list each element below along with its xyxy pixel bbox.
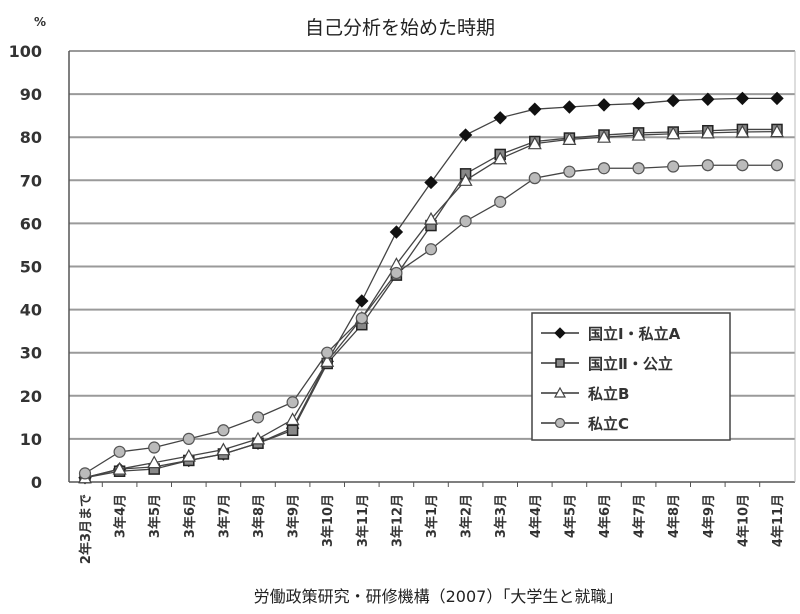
x-tick-label: 4年9月 [701, 494, 717, 538]
y-tick-label: 100 [9, 42, 42, 61]
chart-title: 自己分析を始めた時期 [305, 17, 495, 39]
x-tick-label: 3年12月 [389, 494, 405, 547]
y-tick-label: 10 [20, 430, 42, 449]
series-3 [78, 159, 784, 480]
y-tick-label: 90 [20, 85, 42, 104]
x-tick-label: 4年4月 [528, 494, 544, 538]
y-axis-unit: % [34, 15, 46, 29]
legend-label: 私立C [587, 415, 629, 433]
x-tick-label: 3年1月 [424, 494, 440, 538]
x-tick-label: 2年3月まで [78, 494, 94, 564]
x-tick-label: 3年11月 [355, 494, 371, 547]
x-tick-label: 3年10月 [320, 494, 336, 547]
y-tick-label: 60 [20, 214, 42, 233]
legend-label: 国立Ⅰ・私立A [588, 325, 681, 343]
y-tick-label: 30 [20, 344, 42, 363]
y-tick-label: 0 [31, 473, 42, 492]
y-tick-label: 50 [20, 258, 42, 277]
source-note: 労働政策研究・研修機構（2007）「大学生と就職」 [254, 587, 623, 606]
x-axis-ticks: 2年3月まで 3年4月 3年5月 3年6月 3年7月 3年8月 3年9月 3年10月 3年11月… [78, 494, 786, 564]
y-tick-label: 20 [20, 387, 42, 406]
y-tick-label: 70 [20, 171, 42, 190]
y-axis-ticks: 0 10 20 30 40 50 60 70 80 90 100 [9, 42, 42, 492]
x-tick-label: 3年9月 [286, 494, 302, 538]
legend-label: 私立B [587, 385, 629, 403]
series-lines [77, 91, 785, 485]
x-tick-label: 4年11月 [770, 494, 786, 547]
legend-label: 国立Ⅱ・公立 [588, 355, 673, 373]
x-tick-label: 3年6月 [182, 494, 198, 538]
x-tick-label: 4年7月 [632, 494, 648, 538]
x-tick-label: 3年2月 [459, 494, 475, 538]
x-tick-label: 3年5月 [147, 494, 163, 538]
y-tick-label: 80 [20, 128, 42, 147]
x-tick-label: 3年3月 [493, 494, 509, 538]
x-tick-label: 3年4月 [113, 494, 129, 538]
x-tick-label: 4年10月 [735, 494, 751, 547]
x-tick-label: 4年5月 [562, 494, 578, 538]
x-tick-label: 4年8月 [666, 494, 682, 538]
y-tick-label: 40 [20, 301, 42, 320]
axes [68, 51, 796, 487]
x-tick-label: 4年6月 [597, 494, 613, 538]
x-tick-label: 3年8月 [251, 494, 267, 538]
x-tick-label: 3年7月 [216, 494, 232, 538]
